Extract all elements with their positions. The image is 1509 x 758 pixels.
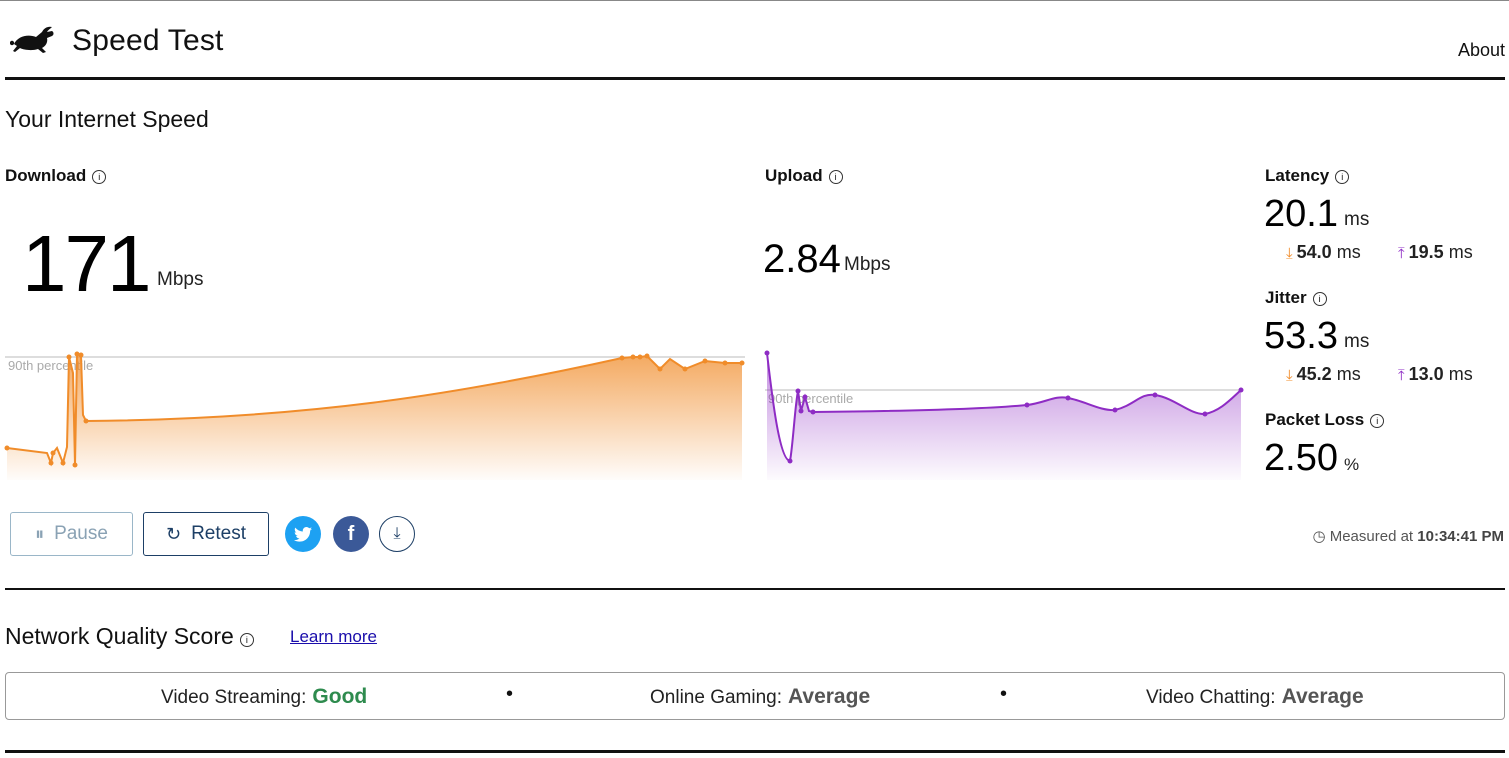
quality-value: Average: [1281, 685, 1364, 708]
packet-loss-label-row: Packet Loss i: [1265, 410, 1385, 430]
twitter-icon: [294, 526, 312, 542]
clock-icon: ◷: [1312, 528, 1326, 545]
rabbit-logo-icon: [10, 26, 54, 53]
measured-at: ◷ Measured at 10:34:41 PM: [1312, 528, 1504, 545]
quality-heading-row: Network Quality Score i: [5, 623, 254, 650]
upload-arrow-icon: ⤒: [1398, 367, 1405, 384]
jitter-upload: ⤒ 13.0 ms: [1398, 364, 1473, 384]
download-value: 171: [22, 219, 151, 308]
quality-item-online-gaming: Online Gaming: Average: [650, 685, 871, 708]
facebook-share-button[interactable]: f: [333, 516, 369, 552]
jitter-unit: ms: [1344, 331, 1370, 352]
download-label-row: Download i: [5, 166, 107, 186]
packet-loss-unit: %: [1344, 455, 1360, 474]
latency-upload: ⤒ 19.5 ms: [1398, 242, 1473, 262]
info-icon[interactable]: i: [1335, 170, 1350, 184]
download-arrow-icon: ⤓: [1286, 245, 1293, 262]
info-icon[interactable]: i: [1370, 414, 1385, 428]
twitter-share-button[interactable]: [285, 516, 321, 552]
quality-item-video-streaming: Video Streaming: Good: [161, 685, 368, 708]
packet-loss-label: Packet Loss: [1265, 410, 1365, 429]
download-results-button[interactable]: ⤓: [379, 516, 415, 552]
header: Speed Test About: [0, 0, 1509, 80]
app-title: Speed Test: [72, 24, 224, 57]
download-label: Download: [5, 166, 87, 185]
latency-unit: ms: [1344, 209, 1370, 230]
upload-chart: 90th percentile: [764, 350, 1244, 480]
upload-label-row: Upload i: [765, 166, 843, 186]
separator-dot: •: [506, 683, 514, 705]
header-divider: [5, 77, 1505, 80]
download-unit: Mbps: [157, 269, 204, 290]
quality-value: Good: [312, 685, 368, 708]
upload-value: 2.84: [763, 237, 841, 281]
top-border: [0, 0, 1509, 1]
download-arrow-icon: ⤓: [1286, 367, 1293, 384]
jitter-label-row: Jitter i: [1265, 288, 1327, 308]
jitter-value: 53.3: [1264, 315, 1338, 357]
percentile-label: 90th percentile: [768, 391, 853, 406]
measured-time: 10:34:41 PM: [1417, 528, 1504, 545]
download-results-icon: ⤓: [393, 525, 401, 542]
latency-download: ⤓ 54.0 ms: [1286, 242, 1361, 262]
upload-label: Upload: [765, 166, 823, 185]
info-icon[interactable]: i: [1312, 292, 1327, 306]
latency-label: Latency: [1265, 166, 1330, 185]
facebook-icon: f: [347, 522, 355, 545]
latency-label-row: Latency i: [1265, 166, 1350, 186]
jitter-label: Jitter: [1265, 288, 1307, 307]
packet-loss-value: 2.50: [1264, 437, 1338, 479]
quality-box: Video Streaming: Good • Online Gaming: Ave…: [5, 672, 1505, 720]
upload-arrow-icon: ⤒: [1398, 245, 1405, 262]
speed-heading: Your Internet Speed: [5, 106, 209, 132]
about-link[interactable]: About: [1457, 40, 1505, 60]
section-divider: [5, 588, 1505, 590]
latency-value: 20.1: [1264, 193, 1338, 235]
pause-button[interactable]: ⏸ Pause: [10, 512, 133, 556]
learn-more-link[interactable]: Learn more: [290, 627, 377, 646]
upload-unit: Mbps: [844, 254, 891, 275]
quality-item-video-chatting: Video Chatting: Average: [1146, 685, 1364, 708]
quality-heading: Network Quality Score: [5, 623, 234, 649]
retest-button[interactable]: ↻ Retest: [143, 512, 269, 556]
info-icon[interactable]: i: [92, 170, 107, 184]
bottom-divider: [5, 750, 1505, 753]
separator-dot: •: [1000, 683, 1008, 705]
retest-icon: ↻: [165, 523, 182, 544]
quality-value: Average: [788, 685, 871, 708]
info-icon[interactable]: i: [828, 170, 843, 184]
download-chart: 90th percentile: [4, 351, 745, 480]
jitter-download: ⤓ 45.2 ms: [1286, 364, 1361, 384]
pause-icon: ⏸: [35, 523, 45, 544]
info-icon[interactable]: i: [239, 633, 254, 647]
